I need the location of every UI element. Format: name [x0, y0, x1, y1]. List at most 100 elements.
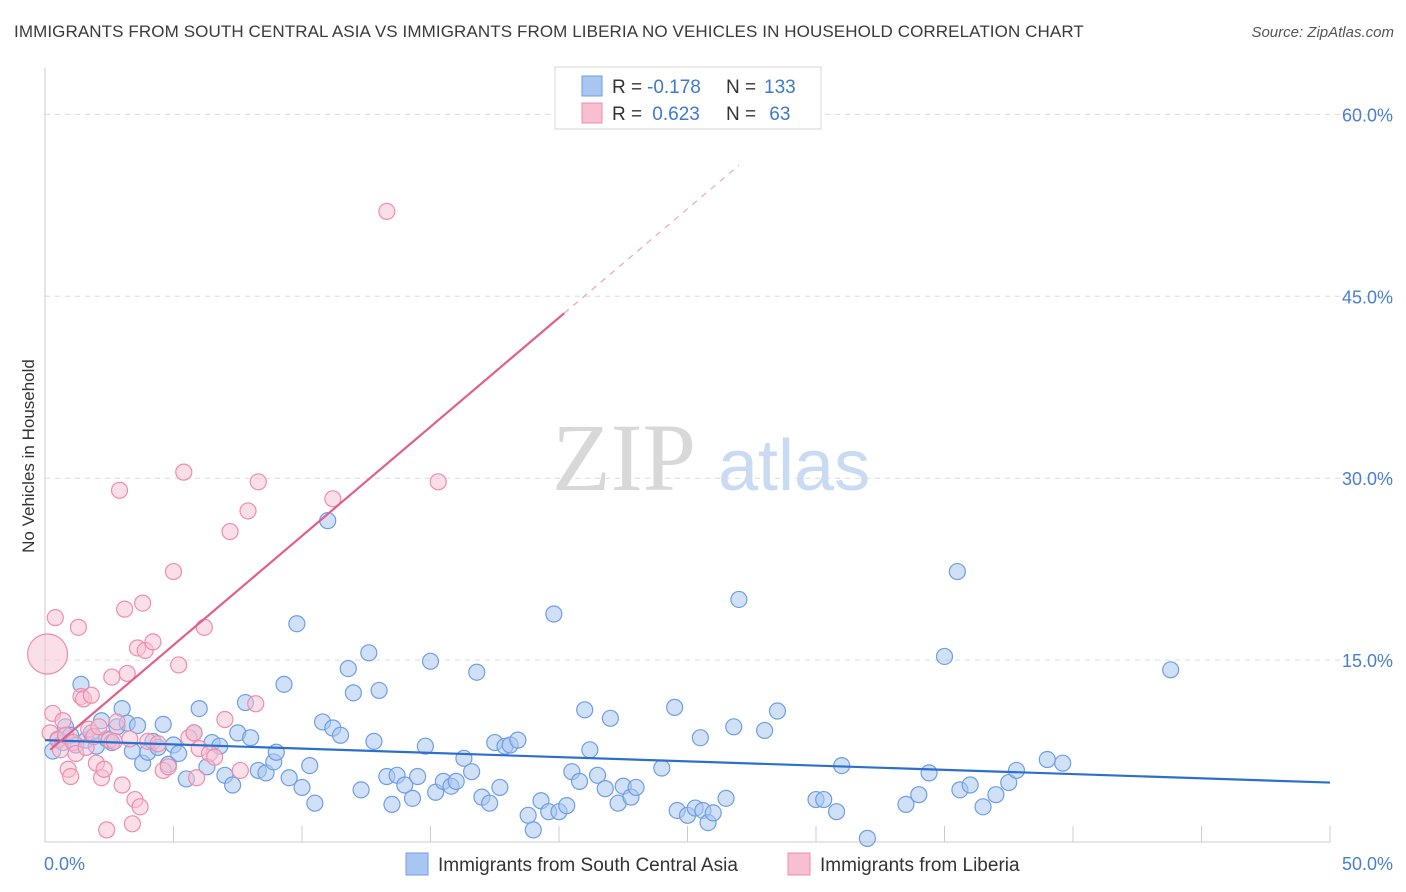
- legend-n-value-2: 63: [764, 104, 790, 125]
- point-liberia-56: [231, 761, 249, 780]
- bottom-legend-swatch-blue: [405, 852, 429, 876]
- point-south-central-asia-80: [524, 821, 542, 839]
- point-south-central-asia-123: [974, 798, 992, 816]
- point-liberia-22: [95, 760, 113, 778]
- point-south-central-asia-52: [344, 684, 362, 702]
- point-south-central-asia-129: [1162, 661, 1180, 679]
- point-south-central-asia-89: [581, 741, 599, 759]
- point-liberia-55: [221, 522, 239, 541]
- point-south-central-asia-85: [558, 797, 576, 815]
- x-tick-label-1: 50.0%: [1342, 854, 1393, 874]
- x-tick-label-0: 0.0%: [44, 854, 85, 874]
- point-south-central-asia-78: [509, 731, 527, 749]
- point-south-central-asia-25: [170, 744, 188, 763]
- point-south-central-asia-87: [570, 772, 589, 790]
- legend-n-label-1: N =: [726, 77, 756, 98]
- point-liberia-27: [108, 713, 126, 731]
- point-south-central-asia-54: [360, 644, 378, 662]
- point-south-central-asia-51: [339, 659, 357, 678]
- point-south-central-asia-109: [755, 721, 774, 740]
- point-liberia-12: [69, 618, 88, 636]
- point-liberia-33: [123, 815, 141, 833]
- point-south-central-asia-112: [815, 790, 833, 809]
- point-south-central-asia-90: [588, 766, 607, 784]
- point-liberia-60: [324, 490, 342, 508]
- point-south-central-asia-125: [1000, 773, 1018, 792]
- point-liberia-31: [118, 664, 136, 683]
- point-south-central-asia-119: [935, 647, 954, 666]
- bottom-legend-label-blue: Immigrants from South Central Asia: [438, 855, 738, 876]
- series-south-central-asia: [44, 512, 1180, 847]
- point-south-central-asia-113: [827, 803, 846, 821]
- point-liberia-54: [216, 710, 234, 729]
- point-liberia-6: [54, 712, 72, 730]
- point-liberia-32: [121, 730, 139, 748]
- point-south-central-asia-71: [468, 663, 486, 681]
- point-liberia-62: [429, 473, 447, 491]
- point-south-central-asia-79: [519, 806, 537, 824]
- point-south-central-asia-115: [858, 829, 877, 847]
- legend-r-value-1: -0.178: [647, 77, 701, 98]
- bottom-legend-label-pink: Immigrants from Liberia: [820, 855, 1020, 876]
- watermark-zip: ZIP: [552, 404, 696, 511]
- point-liberia-25: [103, 668, 121, 686]
- point-liberia-46: [175, 463, 193, 481]
- legend-r-value-2: 0.623: [647, 104, 700, 125]
- point-liberia-3: [46, 609, 64, 627]
- point-south-central-asia-106: [717, 789, 735, 807]
- point-south-central-asia-73: [481, 794, 499, 812]
- watermark-atlas: atlas: [718, 426, 870, 506]
- legend-swatch-blue: [581, 75, 603, 97]
- point-south-central-asia-68: [447, 772, 465, 790]
- point-liberia-37: [134, 594, 152, 612]
- point-south-central-asia-50: [331, 726, 350, 744]
- y-tick-label-1: 30.0%: [1342, 469, 1393, 489]
- point-liberia-44: [164, 562, 183, 581]
- point-south-central-asia-105: [704, 804, 722, 822]
- point-south-central-asia-22: [154, 715, 172, 733]
- point-liberia-20: [90, 718, 108, 736]
- point-south-central-asia-17: [128, 716, 147, 735]
- point-south-central-asia-128: [1054, 754, 1072, 772]
- legend-top: R = -0.178 N = 133 R = 0.623 N = 63: [554, 66, 822, 130]
- point-south-central-asia-117: [910, 786, 928, 804]
- point-south-central-asia-61: [403, 789, 422, 807]
- point-south-central-asia-122: [961, 776, 979, 794]
- point-south-central-asia-41: [275, 675, 293, 693]
- point-liberia-59: [249, 473, 267, 491]
- trend-line-liberia: [49, 312, 565, 751]
- point-liberia-53: [206, 748, 224, 766]
- legend-bottom: Immigrants from South Central Asia Immig…: [405, 852, 1020, 876]
- point-liberia-23: [98, 821, 116, 839]
- point-south-central-asia-63: [416, 737, 434, 755]
- point-south-central-asia-58: [383, 795, 401, 814]
- point-liberia-51: [195, 618, 213, 636]
- point-south-central-asia-92: [601, 709, 620, 727]
- point-south-central-asia-53: [352, 781, 370, 799]
- trend-lines: [44, 164, 1331, 784]
- point-south-central-asia-62: [409, 767, 427, 786]
- point-south-central-asia-44: [293, 778, 311, 797]
- y-tick-label-0: 15.0%: [1342, 651, 1393, 671]
- legend-n-label-2: N =: [726, 104, 756, 125]
- point-south-central-asia-108: [730, 590, 748, 609]
- point-south-central-asia-91: [596, 780, 614, 798]
- point-south-central-asia-118: [920, 764, 938, 782]
- trend-line-liberia-extension: [563, 164, 740, 314]
- legend-r-label-2: R =: [612, 104, 642, 125]
- x-tick-labels: 0.0% 50.0%: [44, 854, 1393, 874]
- point-liberia-29: [113, 776, 131, 794]
- point-liberia-0: [26, 633, 69, 675]
- point-liberia-17: [82, 686, 100, 704]
- bottom-legend-swatch-pink: [787, 852, 811, 876]
- point-liberia-45: [170, 656, 188, 674]
- grid-lines: [45, 113, 1394, 661]
- point-south-central-asia-97: [653, 759, 671, 777]
- y-tick-label-2: 45.0%: [1342, 287, 1393, 307]
- point-south-central-asia-83: [545, 605, 563, 623]
- y-tick-labels: 15.0% 30.0% 45.0% 60.0%: [1342, 105, 1393, 671]
- point-south-central-asia-43: [288, 615, 306, 633]
- chart-title: IMMIGRANTS FROM SOUTH CENTRAL ASIA VS IM…: [14, 22, 1084, 41]
- point-south-central-asia-124: [987, 786, 1005, 804]
